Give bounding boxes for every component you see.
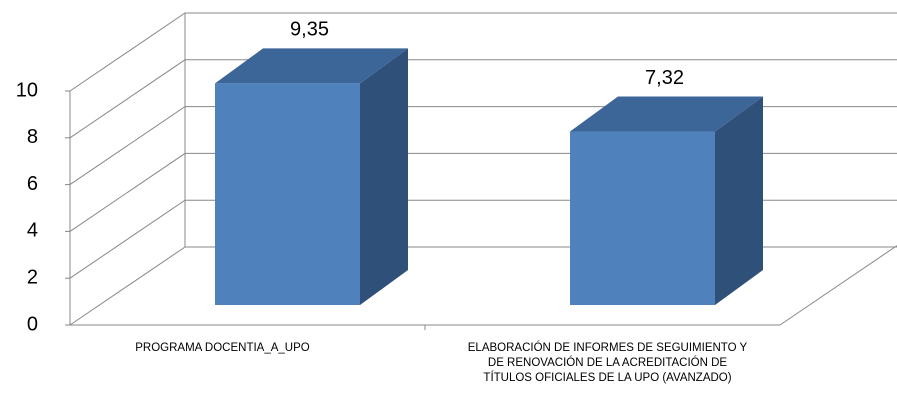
bar-side [715, 96, 763, 306]
y-tick-label: 0 [27, 313, 38, 335]
y-tick-label: 8 [27, 126, 38, 148]
bar-top [570, 96, 763, 132]
grid-line [69, 199, 897, 279]
x-tick-label: ELABORACIÓN DE INFORMES DE SEGUIMIENTO Y… [467, 342, 748, 384]
value-label: 9,35 [290, 19, 329, 41]
y-tick-label: 2 [27, 266, 38, 288]
value-label: 7,32 [645, 67, 684, 89]
y-tick-label: 6 [27, 173, 38, 195]
floor-right [779, 245, 897, 326]
y-tick-label: 10 [16, 79, 38, 101]
x-tick-label: PROGRAMA DOCENTIA_A_UPO [135, 342, 310, 354]
bar-top [215, 48, 408, 84]
bar-front [215, 83, 360, 305]
grid-line [69, 106, 897, 186]
bar-front [570, 131, 715, 305]
grid-line [69, 152, 897, 232]
bar [215, 48, 408, 305]
bar-side [360, 48, 408, 305]
y-tick-label: 4 [27, 220, 38, 242]
grid-line [69, 12, 897, 92]
grid-line [69, 246, 897, 326]
bar [570, 96, 763, 306]
grid-line [69, 59, 897, 139]
